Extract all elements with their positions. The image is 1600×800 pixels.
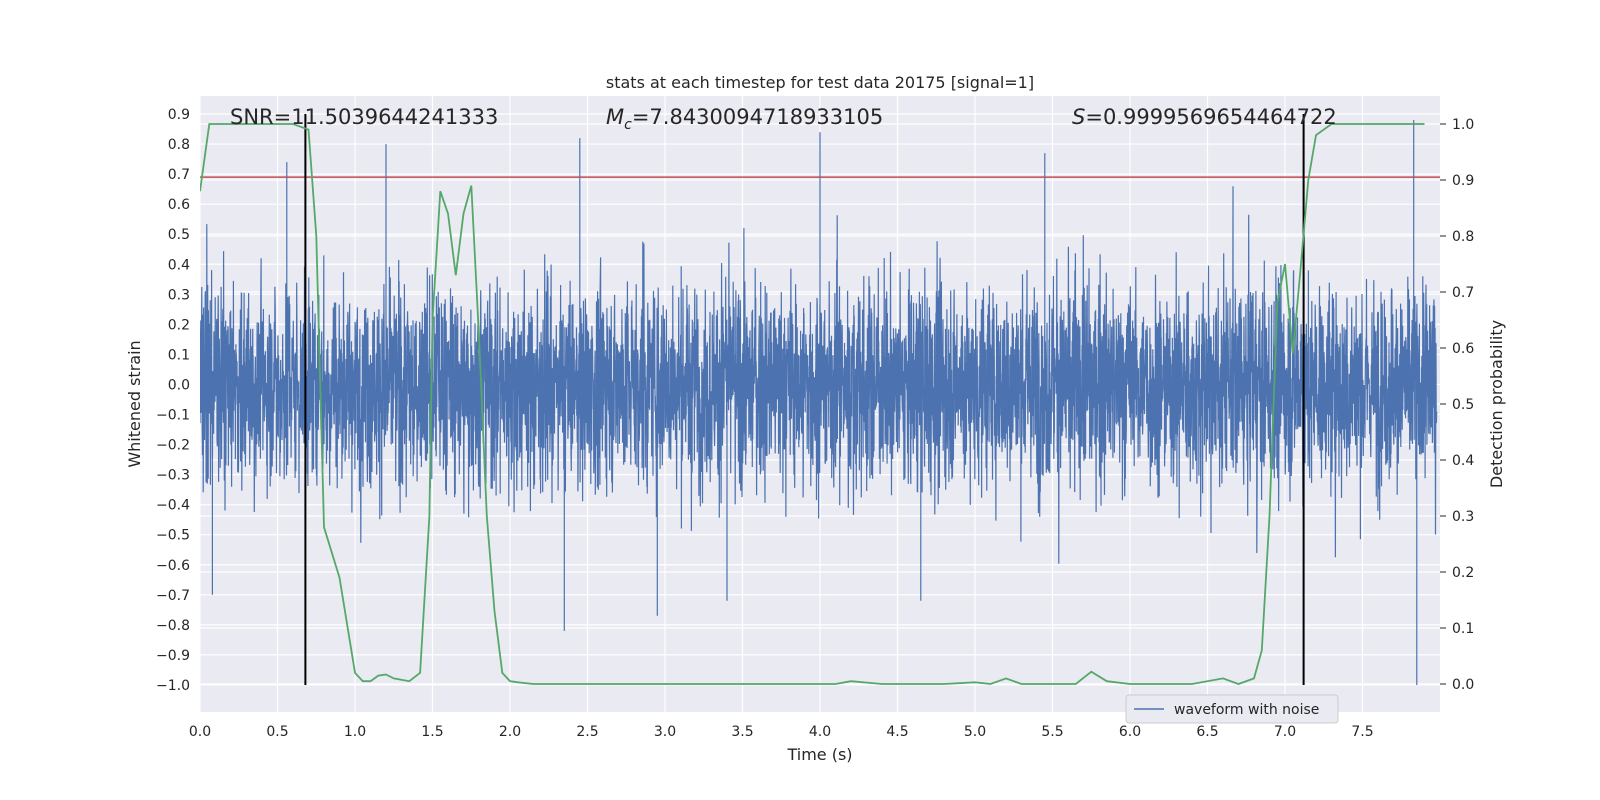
y-left-tick-label: −0.6 bbox=[156, 558, 190, 574]
x-axis-label: Time (s) bbox=[786, 745, 852, 764]
y-right-tick-label: 0.1 bbox=[1452, 621, 1474, 637]
y-left-tick-label: −1.0 bbox=[156, 678, 190, 694]
x-tick-label: 3.0 bbox=[654, 724, 676, 740]
y-right-tick-label: 0.9 bbox=[1452, 173, 1474, 189]
y-right-tick-label: 0.2 bbox=[1452, 565, 1474, 581]
score-value: =0.9999569654464722 bbox=[1085, 105, 1336, 129]
y-left-tick-label: 0.7 bbox=[168, 167, 190, 183]
y-right-tick-label: 0.5 bbox=[1452, 397, 1474, 413]
x-tick-label: 4.5 bbox=[886, 724, 908, 740]
snr-annotation: SNR=11.5039644241333 bbox=[230, 105, 498, 129]
x-tick-label: 7.0 bbox=[1274, 724, 1296, 740]
x-tick-label: 0.5 bbox=[266, 724, 288, 740]
y-left-tick-label: −0.2 bbox=[156, 438, 190, 454]
y-right-tick-label: 0.6 bbox=[1452, 341, 1474, 357]
y-right-tick-label: 0.3 bbox=[1452, 509, 1474, 525]
y-left-tick-label: −0.5 bbox=[156, 528, 190, 544]
y-left-tick-label: −0.1 bbox=[156, 408, 190, 424]
x-tick-label: 6.5 bbox=[1196, 724, 1218, 740]
y-left-axis-label: Whitened strain bbox=[125, 340, 144, 467]
y-left-tick-label: 0.9 bbox=[168, 107, 190, 123]
score-symbol: S bbox=[1072, 105, 1085, 129]
x-tick-label: 3.5 bbox=[731, 724, 753, 740]
y-left-tick-label: −0.3 bbox=[156, 468, 190, 484]
waveform-series bbox=[200, 120, 1438, 685]
x-tick-label: 2.0 bbox=[499, 724, 521, 740]
x-tick-label: 0.0 bbox=[189, 724, 211, 740]
y-right-tick-label: 0.4 bbox=[1452, 453, 1474, 469]
x-tick-label: 7.5 bbox=[1351, 724, 1373, 740]
legend-box bbox=[1125, 694, 1339, 724]
x-tick-label: 1.5 bbox=[421, 724, 443, 740]
y-left-tick-label: 0.4 bbox=[168, 257, 190, 273]
x-axis-ticks: 0.0 0.5 1.0 1.5 2.0 2.5 3.0 3.5 4.0 4.5 5.0 5.5 6.0 6… bbox=[189, 724, 1374, 740]
x-tick-label: 5.5 bbox=[1041, 724, 1063, 740]
x-tick-label: 2.5 bbox=[576, 724, 598, 740]
y-right-axis-label: Detection probability bbox=[1487, 320, 1506, 488]
y-left-tick-label: −0.4 bbox=[156, 498, 190, 514]
chirp-mass-value: =7.8430094718933105 bbox=[632, 105, 883, 129]
y-left-tick-label: −0.7 bbox=[156, 588, 190, 604]
y-left-tick-label: 0.6 bbox=[168, 197, 190, 213]
x-tick-label: 1.0 bbox=[344, 724, 366, 740]
x-tick-label: 4.0 bbox=[809, 724, 831, 740]
y-left-tick-label: 0.8 bbox=[168, 137, 190, 153]
y-right-tick-label: 0.0 bbox=[1452, 677, 1474, 693]
y-left-tick-label: 0.3 bbox=[168, 287, 190, 303]
y-left-tick-label: −0.9 bbox=[156, 648, 190, 664]
detection-probability-series bbox=[200, 123, 1425, 685]
y-left-tick-label: −0.8 bbox=[156, 618, 190, 634]
chirp-mass-symbol: M bbox=[606, 105, 624, 129]
y-right-axis-ticks: 1.0 0.9 0.8 0.7 0.6 0.5 0.4 0.3 0.2 0.1 0.0 bbox=[1440, 117, 1474, 693]
y-left-tick-label: 0.2 bbox=[168, 317, 190, 333]
y-right-tick-label: 0.7 bbox=[1452, 285, 1474, 301]
y-right-tick-label: 1.0 bbox=[1452, 117, 1474, 133]
score-annotation: S=0.9999569654464722 bbox=[1072, 105, 1337, 129]
y-left-axis-ticks: 0.9 0.8 0.7 0.6 0.5 0.4 0.3 0.2 0.1 0.0 −0.1 −0.2 −0… bbox=[156, 107, 190, 694]
y-left-tick-label: 0.1 bbox=[168, 347, 190, 363]
chart-title: stats at each timestep for test data 201… bbox=[606, 73, 1034, 92]
event-markers bbox=[304, 114, 1305, 685]
chirp-mass-annotation: Mc=7.8430094718933105 bbox=[606, 105, 883, 133]
x-tick-label: 5.0 bbox=[964, 724, 986, 740]
legend-label-waveform: waveform with noise bbox=[1174, 702, 1319, 718]
legend: waveform with noise bbox=[1125, 694, 1339, 724]
y-right-tick-label: 0.8 bbox=[1452, 229, 1474, 245]
chirp-mass-subscript: c bbox=[624, 117, 632, 133]
y-left-tick-label: 0.0 bbox=[168, 377, 190, 393]
x-tick-label: 6.0 bbox=[1119, 724, 1141, 740]
y-left-tick-label: 0.5 bbox=[168, 227, 190, 243]
